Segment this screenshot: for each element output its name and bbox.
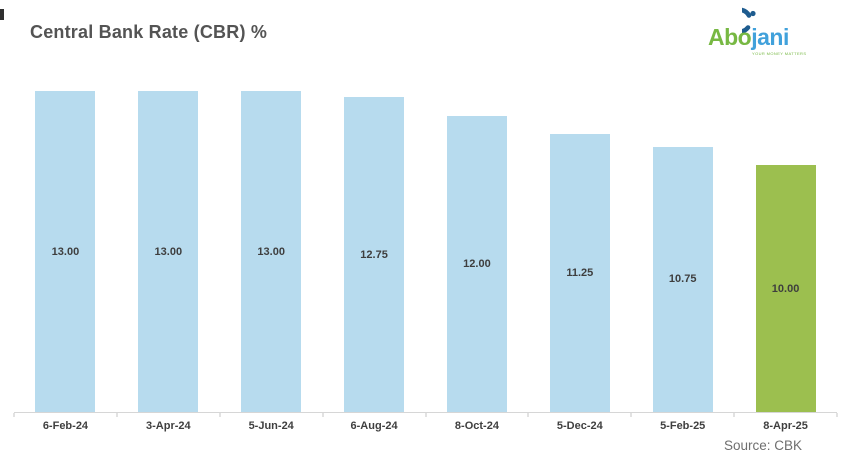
logo-wordmark: Abojani xyxy=(708,24,789,51)
axis-tick xyxy=(425,413,426,417)
bar-column: 10.75 xyxy=(631,91,734,412)
bar-column: 12.75 xyxy=(323,91,426,412)
x-axis-label: 5-Jun-24 xyxy=(248,420,294,432)
bar-5-Feb-25: 10.75 xyxy=(652,146,713,412)
x-axis-label: 6-Feb-24 xyxy=(42,420,89,432)
bar-value-label: 12.00 xyxy=(463,257,491,270)
bar-value-label: 10.75 xyxy=(668,273,697,286)
bar-value-label: 13.00 xyxy=(154,245,183,258)
source-note: Source: CBK xyxy=(723,438,802,453)
bar-column: 13.00 xyxy=(220,91,323,412)
axis-tick xyxy=(733,413,735,417)
bar-column: 13.00 xyxy=(117,91,220,412)
bar-5-Dec-24: 11.25 xyxy=(549,134,610,412)
axis-tick xyxy=(836,413,838,417)
bar-column: 13.00 xyxy=(14,91,117,412)
chart-title: Central Bank Rate (CBR) % xyxy=(30,22,268,42)
x-axis-label: 6-Aug-24 xyxy=(350,420,398,432)
x-axis xyxy=(13,413,838,417)
axis-tick xyxy=(219,413,221,417)
bar-8-Apr-25: 10.00 xyxy=(755,165,816,412)
bar-3-Apr-24: 13.00 xyxy=(138,91,199,412)
plot-area: 13.00 13.00 13.00 12.75 12.00 11.25 10.75 10.00 xyxy=(14,91,837,413)
bar-column: 11.25 xyxy=(528,91,631,412)
x-axis-label: 5-Feb-25 xyxy=(660,420,706,432)
x-axis-label: 5-Dec-24 xyxy=(556,420,603,432)
logo-part-abo: Abo xyxy=(708,24,752,50)
x-axis-label: 8-Apr-25 xyxy=(763,420,808,432)
bar-value-label: 10.00 xyxy=(771,282,800,295)
axis-tick xyxy=(116,413,118,417)
screen-edge-artifact xyxy=(0,9,4,20)
crescent-swoosh-icon xyxy=(742,7,756,34)
axis-tick xyxy=(322,413,324,417)
bar-column: 10.00 xyxy=(734,91,837,412)
x-axis-label: 3-Apr-24 xyxy=(146,420,191,432)
bar-6-Feb-24: 13.00 xyxy=(35,91,96,412)
cbr-bar-chart: 13.00 13.00 13.00 12.75 12.00 11.25 10.75 10.00… xyxy=(13,91,838,432)
axis-tick xyxy=(630,413,632,417)
x-axis-label: 8-Oct-24 xyxy=(454,420,499,432)
bar-value-label: 13.00 xyxy=(257,245,285,258)
bar-value-label: 11.25 xyxy=(566,267,594,280)
abojani-logo: Abojani YOUR MONEY MATTERS xyxy=(708,4,810,60)
bar-value-label: 12.75 xyxy=(360,248,388,261)
axis-tick xyxy=(13,413,15,417)
axis-tick xyxy=(527,413,529,417)
bar-column: 12.00 xyxy=(426,91,529,412)
logo-part-jani: jani xyxy=(751,24,789,50)
bar-6-Aug-24: 12.75 xyxy=(344,97,405,412)
bar-8-Oct-24: 12.00 xyxy=(446,115,507,412)
x-axis-labels: 6-Feb-24 3-Apr-24 5-Jun-24 6-Aug-24 8-Oct-24… xyxy=(14,420,837,432)
logo-tagline: YOUR MONEY MATTERS xyxy=(752,51,807,56)
bar-5-Jun-24: 13.00 xyxy=(241,91,302,412)
bar-value-label: 13.00 xyxy=(51,245,80,258)
